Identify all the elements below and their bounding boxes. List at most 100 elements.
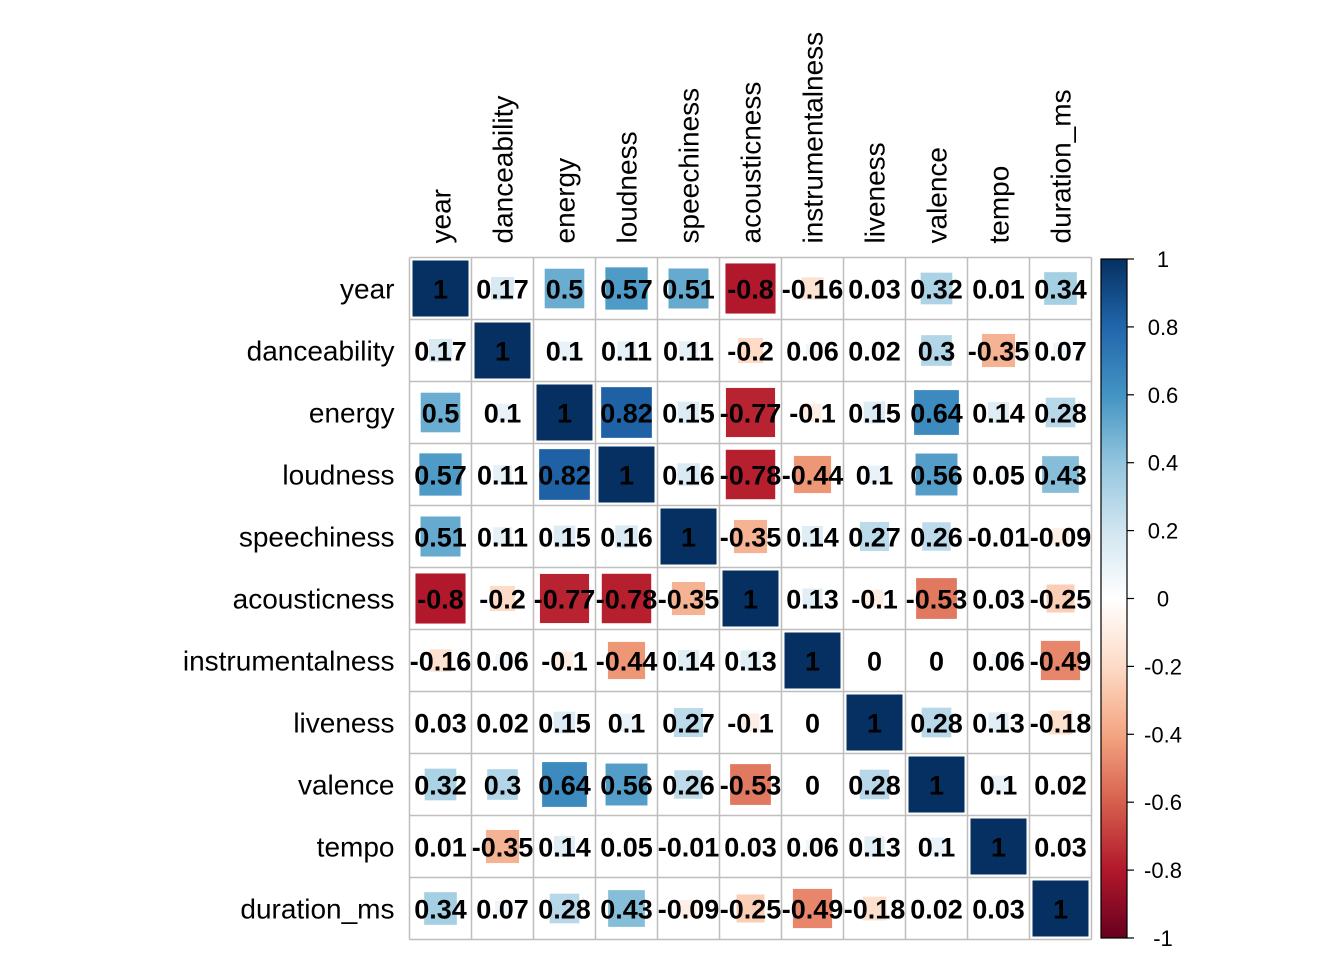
column-label-tempo: tempo <box>984 166 1015 244</box>
cell-value-loudness-valence: 0.56 <box>910 461 963 491</box>
cell-square-tempo-duration_ms <box>1055 841 1066 852</box>
cell-value-valence-danceability: 0.3 <box>484 771 522 801</box>
cell-square-instrumentalness-speechiness <box>678 650 699 671</box>
cell-square-speechiness-acousticness <box>733 519 768 554</box>
cell-value-speechiness-duration_ms: -0.09 <box>1030 523 1092 553</box>
cell-square-liveness-speechiness <box>673 707 704 738</box>
cell-value-duration_ms-energy: 0.28 <box>538 895 591 925</box>
cell-value-energy-duration_ms: 0.28 <box>1034 399 1087 429</box>
cell-value-liveness-danceability: 0.02 <box>476 709 529 739</box>
cell-square-year-year <box>412 260 469 317</box>
cell-value-tempo-danceability: -0.35 <box>472 833 534 863</box>
cell-square-liveness-valence <box>921 707 952 738</box>
cell-value-duration_ms-duration_ms: 1 <box>1053 895 1068 925</box>
row-label-speechiness: speechiness <box>239 522 395 553</box>
cell-square-tempo-loudness <box>620 840 633 853</box>
cell-square-loudness-duration_ms <box>1042 456 1079 493</box>
cell-value-liveness-duration_ms: -0.18 <box>1030 709 1092 739</box>
cell-square-speechiness-tempo <box>995 533 1002 540</box>
cell-square-energy-duration_ms <box>1045 397 1076 428</box>
cell-square-energy-loudness <box>601 387 652 438</box>
cell-square-loudness-year <box>419 453 462 496</box>
cell-square-instrumentalness-acousticness <box>740 650 761 671</box>
column-label-instrumentalness: instrumentalness <box>798 32 829 244</box>
row-label-liveness: liveness <box>293 708 394 739</box>
cell-square-liveness-tempo <box>988 712 1009 733</box>
cell-square-valence-year <box>424 768 457 801</box>
cell-value-acousticness-danceability: -0.2 <box>479 585 526 615</box>
correlation-cells: 1 0.17 0.5 0.57 0.51 -0.8 -0.16 0.03 0.32 0.01 0.3… <box>410 260 1092 937</box>
cell-square-acousticness-acousticness <box>722 570 779 627</box>
cell-value-liveness-acousticness: -0.1 <box>727 709 774 739</box>
cell-value-liveness-instrumentalness: 0 <box>805 709 820 739</box>
cell-value-acousticness-duration_ms: -0.25 <box>1030 585 1092 615</box>
cell-value-duration_ms-loudness: 0.43 <box>600 895 653 925</box>
cell-value-loudness-tempo: 0.05 <box>972 461 1025 491</box>
cell-square-danceability-duration_ms <box>1053 343 1068 358</box>
cell-value-speechiness-liveness: 0.27 <box>848 523 901 553</box>
legend-color-bar <box>1100 258 1128 939</box>
cell-square-energy-liveness <box>863 401 886 424</box>
cell-square-danceability-instrumentalness <box>805 343 820 358</box>
cell-square-tempo-year <box>437 843 444 850</box>
cell-square-loudness-energy <box>539 449 590 500</box>
cell-value-energy-year: 0.5 <box>422 399 460 429</box>
cell-square-speechiness-liveness <box>859 521 890 552</box>
cell-value-danceability-instrumentalness: 0.06 <box>786 337 839 367</box>
cell-square-duration_ms-liveness <box>862 896 887 921</box>
cell-value-tempo-duration_ms: 0.03 <box>1034 833 1087 863</box>
cell-square-instrumentalness-instrumentalness <box>784 632 841 689</box>
cell-value-tempo-speechiness: -0.01 <box>658 833 720 863</box>
cell-square-duration_ms-speechiness <box>680 900 697 917</box>
cell-square-energy-valence <box>914 390 959 435</box>
cell-value-loudness-loudness: 1 <box>619 461 634 491</box>
cell-square-acousticness-energy <box>539 573 590 624</box>
cell-square-speechiness-duration_ms <box>1052 528 1069 545</box>
row-label-energy: energy <box>309 398 395 429</box>
cell-square-loudness-valence <box>915 453 958 496</box>
row-label-loudness: loudness <box>282 460 394 491</box>
column-label-danceability: danceability <box>488 96 519 244</box>
cell-value-year-duration_ms: 0.34 <box>1034 275 1087 305</box>
cell-square-energy-speechiness <box>677 401 700 424</box>
cell-square-liveness-duration_ms <box>1048 710 1073 735</box>
cell-value-duration_ms-liveness: -0.18 <box>844 895 906 925</box>
cell-value-loudness-speechiness: 0.16 <box>662 461 715 491</box>
cell-value-valence-speechiness: 0.26 <box>662 771 715 801</box>
cell-value-liveness-loudness: 0.1 <box>608 709 646 739</box>
cell-square-danceability-loudness <box>617 341 636 360</box>
column-label-duration_ms: duration_ms <box>1046 89 1077 243</box>
row-label-valence: valence <box>298 770 395 801</box>
cell-square-speechiness-year <box>420 516 461 557</box>
cell-value-liveness-liveness: 1 <box>867 709 882 739</box>
cell-value-duration_ms-danceability: 0.07 <box>476 895 529 925</box>
cell-value-energy-valence: 0.64 <box>910 399 963 429</box>
cell-value-energy-instrumentalness: -0.1 <box>789 399 836 429</box>
cell-value-speechiness-instrumentalness: 0.14 <box>786 523 839 553</box>
legend-tick-label: -0.6 <box>1144 790 1182 815</box>
cell-value-instrumentalness-energy: -0.1 <box>541 647 588 677</box>
cell-square-tempo-tempo <box>970 818 1027 875</box>
column-label-valence: valence <box>922 147 953 244</box>
cell-value-energy-loudness: 0.82 <box>600 399 653 429</box>
cell-value-valence-tempo: 0.1 <box>980 771 1018 801</box>
cell-square-loudness-loudness <box>598 446 655 503</box>
cell-value-danceability-loudness: 0.11 <box>601 337 652 367</box>
cell-square-valence-tempo <box>989 775 1008 794</box>
cell-square-acousticness-duration_ms <box>1046 584 1075 613</box>
cell-square-tempo-valence <box>927 837 946 856</box>
cell-value-tempo-liveness: 0.13 <box>848 833 901 863</box>
cell-value-loudness-danceability: 0.11 <box>477 461 528 491</box>
cell-value-valence-instrumentalness: 0 <box>805 771 820 801</box>
cell-square-liveness-acousticness <box>741 713 760 732</box>
cell-square-valence-liveness <box>859 769 890 800</box>
cell-value-speechiness-danceability: 0.11 <box>477 523 528 553</box>
cell-square-acousticness-year <box>415 573 466 624</box>
cell-square-danceability-liveness <box>870 346 879 355</box>
cell-square-year-loudness <box>605 267 648 310</box>
cell-square-danceability-speechiness <box>679 341 698 360</box>
cell-value-year-energy: 0.5 <box>546 275 584 305</box>
legend-tick-label: -0.8 <box>1144 858 1182 883</box>
cell-value-energy-liveness: 0.15 <box>848 399 901 429</box>
cell-square-loudness-instrumentalness <box>793 455 832 494</box>
